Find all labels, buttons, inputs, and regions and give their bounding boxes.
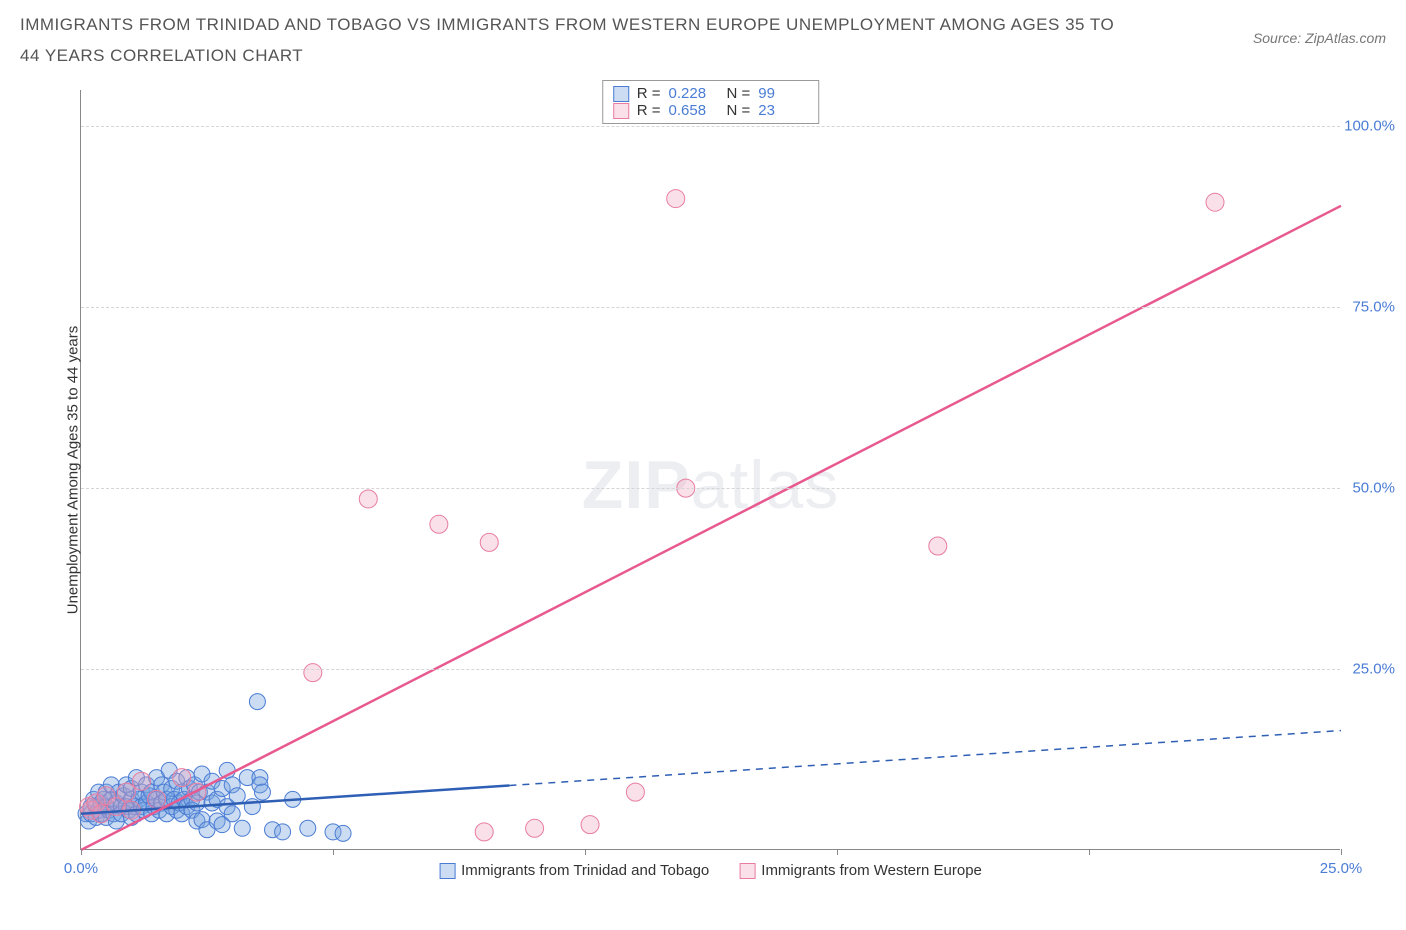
x-tick — [1089, 849, 1090, 855]
scatter-point — [300, 820, 316, 836]
scatter-point — [304, 664, 322, 682]
legend-swatch-western-europe-bottom — [739, 863, 755, 879]
n-value-trinidad: 99 — [758, 85, 808, 102]
n-label-trinidad: N = — [727, 85, 751, 102]
scatter-point — [475, 823, 493, 841]
x-tick-label: 25.0% — [1320, 860, 1363, 877]
gridline-h — [81, 126, 1340, 127]
legend-swatch-trinidad-bottom — [439, 863, 455, 879]
scatter-point — [480, 533, 498, 551]
x-tick — [333, 849, 334, 855]
gridline-h — [81, 669, 1340, 670]
y-tick-label: 25.0% — [1352, 661, 1395, 678]
scatter-point — [929, 537, 947, 555]
chart-container: Unemployment Among Ages 35 to 44 years Z… — [20, 80, 1390, 900]
series-legend: Immigrants from Trinidad and Tobago Immi… — [439, 862, 982, 879]
scatter-point — [224, 806, 240, 822]
scatter-point — [581, 816, 599, 834]
trend-line — [509, 731, 1341, 786]
r-value-trinidad: 0.228 — [669, 85, 719, 102]
y-tick-label: 100.0% — [1344, 118, 1395, 135]
scatter-point — [430, 515, 448, 533]
gridline-h — [81, 488, 1340, 489]
legend-item-western-europe: Immigrants from Western Europe — [739, 862, 982, 879]
scatter-point — [667, 190, 685, 208]
gridline-h — [81, 307, 1340, 308]
trend-line — [81, 206, 1341, 850]
scatter-point — [229, 788, 245, 804]
x-tick-label: 0.0% — [64, 860, 98, 877]
x-tick — [837, 849, 838, 855]
scatter-point — [359, 490, 377, 508]
scatter-point — [626, 783, 644, 801]
y-axis-label: Unemployment Among Ages 35 to 44 years — [65, 325, 82, 614]
y-tick-label: 50.0% — [1352, 480, 1395, 497]
scatter-point — [254, 784, 270, 800]
scatter-point — [335, 825, 351, 841]
r-label-western-europe: R = — [637, 102, 661, 119]
chart-title: IMMIGRANTS FROM TRINIDAD AND TOBAGO VS I… — [20, 10, 1120, 71]
legend-swatch-trinidad — [613, 86, 629, 102]
scatter-point — [117, 783, 135, 801]
scatter-point — [132, 772, 150, 790]
legend-swatch-western-europe — [613, 103, 629, 119]
r-label-trinidad: R = — [637, 85, 661, 102]
legend-label-trinidad: Immigrants from Trinidad and Tobago — [461, 862, 709, 879]
plot-area: Unemployment Among Ages 35 to 44 years Z… — [80, 90, 1340, 850]
y-tick-label: 75.0% — [1352, 299, 1395, 316]
scatter-point — [275, 824, 291, 840]
scatter-point — [249, 694, 265, 710]
r-value-western-europe: 0.658 — [669, 102, 719, 119]
n-value-western-europe: 23 — [758, 102, 808, 119]
legend-label-western-europe: Immigrants from Western Europe — [761, 862, 982, 879]
x-tick — [1341, 849, 1342, 855]
scatter-plot-svg — [81, 90, 1340, 849]
n-label-western-europe: N = — [727, 102, 751, 119]
scatter-point — [173, 769, 191, 787]
scatter-point — [1206, 193, 1224, 211]
x-tick — [585, 849, 586, 855]
legend-row-western-europe: R = 0.658 N = 23 — [613, 102, 809, 119]
correlation-legend: R = 0.228 N = 99 R = 0.658 N = 23 — [602, 80, 820, 124]
legend-row-trinidad: R = 0.228 N = 99 — [613, 85, 809, 102]
x-tick — [81, 849, 82, 855]
scatter-point — [234, 820, 250, 836]
scatter-point — [148, 790, 166, 808]
source-attribution: Source: ZipAtlas.com — [1253, 10, 1386, 46]
scatter-point — [526, 819, 544, 837]
legend-item-trinidad: Immigrants from Trinidad and Tobago — [439, 862, 709, 879]
